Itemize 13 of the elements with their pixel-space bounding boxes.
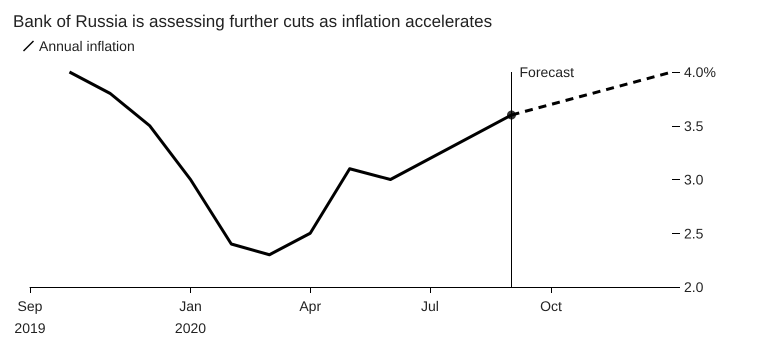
x-tick-label: Jan 2020 [174, 298, 206, 336]
x-tick-label: Oct [540, 298, 562, 314]
ref-line-label: Forecast [520, 64, 574, 80]
y-tick-label: 2.5 [684, 225, 704, 242]
x-tick-label: Jul [420, 298, 439, 314]
y-tick-label: 3.5 [684, 118, 704, 134]
x-tick-label: Sep 2019 [14, 298, 46, 336]
y-tick-label: 2.0 [684, 279, 704, 295]
y-tick-label: 4.0% [684, 64, 716, 80]
chart-title: Bank of Russia is assessing further cuts as inflation accelerates [13, 12, 492, 31]
y-tick-label: 3.0 [684, 172, 704, 188]
x-tick-label: Apr [299, 298, 322, 314]
legend-label: Annual inflation [39, 38, 135, 54]
